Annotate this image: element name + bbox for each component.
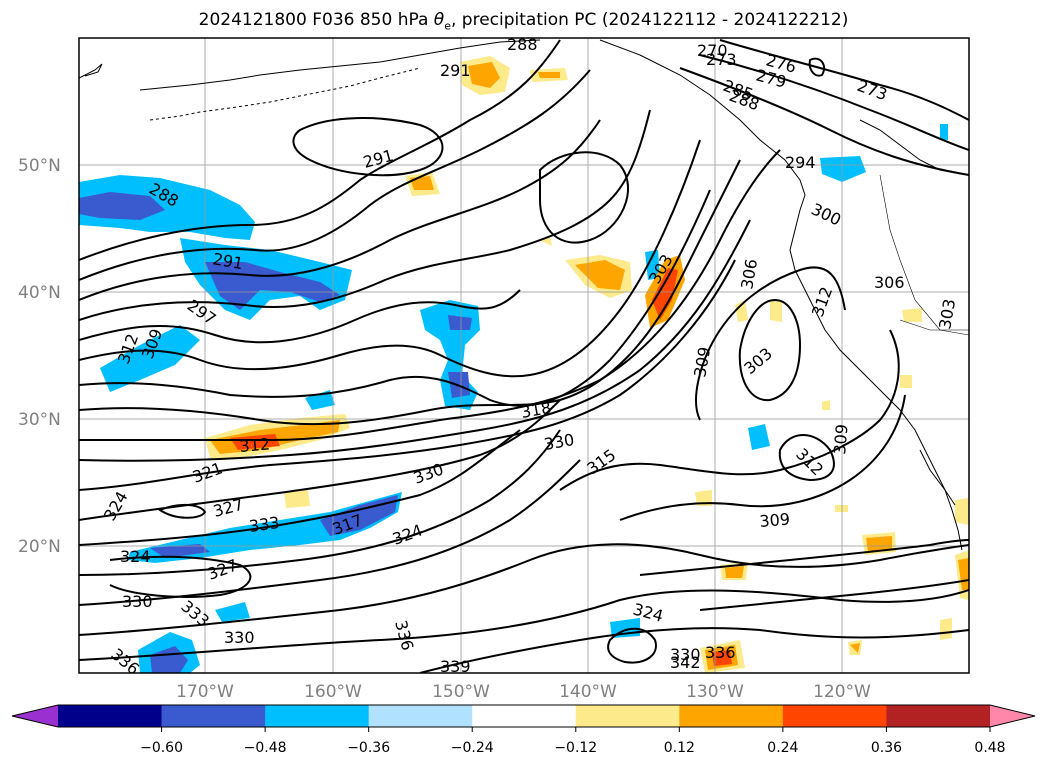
border-states [879, 174, 969, 336]
precip-positive-shading [205, 56, 969, 673]
colorbar-tick-label: −0.48 [244, 740, 287, 756]
map-title: 2024121800 F036 850 hPa θe, precipitatio… [0, 10, 1047, 32]
latitude-labels: 50°N 40°N 30°N 20°N [18, 156, 61, 557]
contour-label: 330 [122, 592, 153, 611]
colorbar-tick-label: −0.60 [140, 740, 183, 756]
longitude-labels: 170°W 160°W 150°W 140°W 130°W 120°W [176, 682, 871, 702]
contour-label: 294 [785, 153, 816, 172]
colorbar-cell [575, 705, 680, 727]
contour-label: 330 [224, 628, 255, 647]
lon-label-120w: 120°W [813, 682, 871, 702]
colorbar-tick-label: 0.36 [871, 740, 902, 756]
colorbar-tick-label: 0.48 [974, 740, 1005, 756]
contour-label: 312 [239, 434, 271, 456]
colorbar-extend-low [12, 705, 58, 727]
contour-label: 288 [507, 35, 538, 54]
title-prefix: 2024121800 F036 850 hPa [198, 10, 434, 30]
colorbar-cell [472, 705, 577, 727]
lon-label-130w: 130°W [686, 682, 744, 702]
colorbar-cells [58, 705, 991, 727]
precip-blob-small-mid [305, 390, 335, 410]
lat-label-40n: 40°N [18, 283, 61, 303]
colorbar-cell [886, 705, 991, 727]
lon-label-170w: 170°W [176, 682, 234, 702]
precip-band-312-peak [230, 434, 280, 450]
border-west-coast-states [899, 319, 969, 331]
colorbar-tick-label: −0.12 [554, 740, 597, 756]
coast-aleutians [139, 39, 541, 91]
coast-alaska-west [79, 63, 103, 79]
map-frame [78, 37, 970, 674]
colorbar-cell [265, 705, 370, 727]
colorbar: −0.60 −0.48 −0.36 −0.24 −0.12 0.12 0.24 0.36 0.4… [11, 704, 1036, 756]
colorbar-tick-label: −0.24 [451, 740, 494, 756]
precip-negative-shading [79, 124, 948, 673]
coast-north-america [599, 39, 963, 551]
colorbar-tick-label: 0.24 [767, 740, 798, 756]
contour-label: 270 [697, 41, 728, 60]
colorbar-cell [161, 705, 266, 727]
contour-label: 333 [248, 513, 281, 536]
contour-label: 336 [705, 643, 736, 662]
precip-core-central [448, 315, 472, 398]
precip-core-west [79, 192, 165, 220]
title-theta-subscript: e [444, 19, 451, 33]
colorbar-cell [368, 705, 473, 727]
lat-label-30n: 30°N [18, 410, 61, 430]
precip-blob-west-coast [79, 175, 255, 240]
colorbar-ticks: −0.60 −0.48 −0.36 −0.24 −0.12 0.12 0.24 0.36 0.4… [140, 727, 1006, 756]
contour-label: 291 [440, 61, 471, 80]
precip-core-south-band [150, 495, 398, 558]
contour-label: 324 [120, 547, 151, 566]
contour-label: 306 [874, 273, 905, 292]
colorbar-tick-label: 0.12 [664, 740, 695, 756]
lon-label-160w: 160°W [304, 682, 362, 702]
contour-label: 342 [670, 653, 701, 672]
precip-blob-west-mid [100, 325, 200, 392]
theta-e-contours [79, 39, 969, 673]
precip-blob-291-core [468, 62, 500, 88]
lat-label-50n: 50°N [18, 156, 61, 176]
title-theta-symbol: θ [433, 10, 445, 30]
title-suffix: , precipitation PC (2024122112 - 2024122… [450, 10, 849, 30]
coast-baja [919, 449, 956, 506]
lon-label-150w: 150°W [432, 682, 490, 702]
lat-label-20n: 20°N [18, 537, 61, 557]
colorbar-outline [11, 704, 1036, 728]
precip-small-red-patch [712, 650, 732, 666]
contour-label: 330 [670, 645, 701, 664]
contour-label: 309 [759, 509, 791, 531]
coastlines [79, 39, 969, 551]
contour-label: 273 [706, 50, 737, 69]
contour-label: 309 [830, 423, 852, 455]
precip-small-orange-patches [705, 536, 969, 670]
colorbar-cell [782, 705, 887, 727]
colorbar-tick-label: −0.36 [347, 740, 390, 756]
precip-small-orange-north [410, 72, 560, 190]
map-panel: 288 270 273 276 279 273 285 288 291 291 … [79, 35, 969, 676]
colorbar-cell [58, 705, 163, 727]
colorbar-extend-high [990, 705, 1035, 727]
colorbar-cell [679, 705, 784, 727]
precip-blob-303-core [652, 268, 678, 320]
lon-label-140w: 140°W [559, 682, 617, 702]
contour-label: 339 [440, 657, 471, 676]
